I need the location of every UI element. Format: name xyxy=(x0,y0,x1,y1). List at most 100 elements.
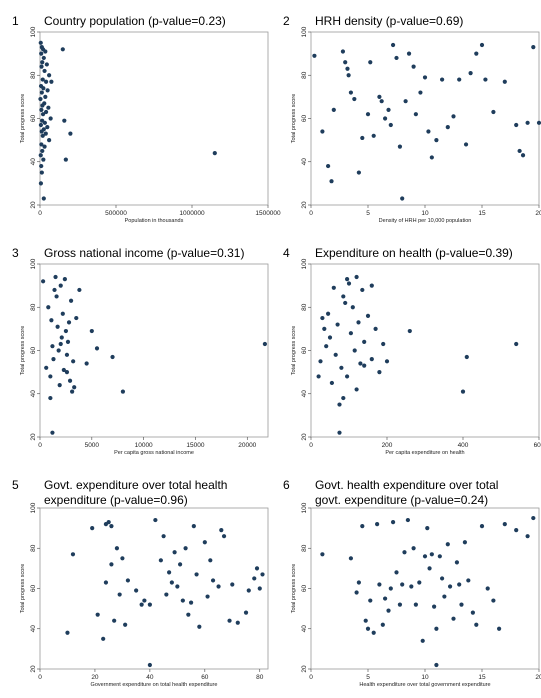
data-point xyxy=(460,389,466,394)
data-point xyxy=(74,315,79,321)
y-tick-label: 20 xyxy=(30,665,37,673)
data-point xyxy=(348,90,353,95)
x-tick-label: 10000 xyxy=(135,442,153,449)
data-point xyxy=(39,170,44,175)
data-point xyxy=(362,363,367,368)
data-point xyxy=(65,339,71,344)
data-point xyxy=(62,118,67,123)
data-point xyxy=(65,630,70,635)
data-point xyxy=(41,86,46,91)
data-point xyxy=(227,618,232,623)
y-tick-label: 100 xyxy=(301,502,308,513)
data-point xyxy=(43,79,49,84)
data-point xyxy=(322,326,327,331)
data-point xyxy=(445,125,450,130)
data-point xyxy=(517,148,522,154)
data-point xyxy=(463,142,469,147)
y-tick-label: 100 xyxy=(30,258,37,269)
data-point xyxy=(84,361,89,366)
x-tick-label: 20000 xyxy=(238,442,256,449)
data-point xyxy=(230,582,235,587)
data-point xyxy=(158,558,163,563)
x-tick-label: 0 xyxy=(309,210,313,217)
panel-number: 2 xyxy=(283,14,290,28)
data-point xyxy=(62,277,67,282)
data-point xyxy=(109,562,114,567)
x-tick-label: 0 xyxy=(38,442,42,449)
data-point xyxy=(417,580,422,585)
data-point xyxy=(63,328,69,334)
data-point xyxy=(109,524,114,529)
data-point xyxy=(60,311,65,316)
data-point xyxy=(483,77,488,82)
data-point xyxy=(380,622,385,627)
data-point xyxy=(531,45,536,50)
data-point xyxy=(329,380,334,386)
data-point xyxy=(172,550,177,555)
data-point xyxy=(337,430,342,435)
x-tick-label: 20 xyxy=(91,674,99,681)
y-tick-label: 20 xyxy=(301,201,308,209)
data-point xyxy=(426,129,431,134)
data-point xyxy=(345,66,350,71)
data-point xyxy=(400,582,405,587)
data-point xyxy=(260,572,265,577)
data-point xyxy=(326,163,331,169)
data-point xyxy=(365,626,371,631)
data-point xyxy=(38,153,43,158)
scatter-plot-3: 20 40 60 80 100 0 5000 10000 15000 20000 Per capit… xyxy=(20,258,269,456)
data-point xyxy=(354,387,359,392)
data-point xyxy=(63,157,68,162)
scatter-plot-6: 20 40 60 80 100 0 5 10 15 20 Health expenditure ov… xyxy=(291,502,541,688)
y-axis-label: Total progress score xyxy=(291,564,297,614)
data-point xyxy=(41,279,46,284)
data-point xyxy=(459,602,464,607)
data-point xyxy=(413,602,418,607)
panel-number: 4 xyxy=(283,246,290,260)
data-point xyxy=(52,287,57,293)
data-point xyxy=(451,114,456,119)
y-tick-label: 20 xyxy=(301,433,308,441)
data-point xyxy=(125,578,131,583)
data-point xyxy=(360,287,365,293)
data-point xyxy=(514,528,519,533)
data-point xyxy=(440,77,445,82)
data-point xyxy=(381,341,386,347)
y-tick-label: 20 xyxy=(30,433,37,441)
y-tick-label: 60 xyxy=(301,115,308,123)
data-point xyxy=(114,546,120,551)
y-tick-label: 80 xyxy=(301,544,308,552)
data-point xyxy=(101,636,106,641)
data-point xyxy=(445,542,450,547)
data-point xyxy=(345,374,350,379)
x-tick-label: 5 xyxy=(366,674,370,681)
panel-number: 1 xyxy=(12,14,19,28)
data-point xyxy=(383,596,388,601)
data-point xyxy=(38,181,44,186)
x-tick-label: 1000000 xyxy=(179,210,205,217)
x-tick-label: 80 xyxy=(256,674,264,681)
data-point xyxy=(318,359,323,364)
data-point xyxy=(502,522,507,527)
data-point xyxy=(41,196,46,201)
data-point xyxy=(386,107,391,112)
data-point xyxy=(67,378,73,383)
data-point xyxy=(341,395,346,401)
y-axis-label: Total progress score xyxy=(291,94,297,144)
data-point xyxy=(491,109,496,115)
x-tick-label: 200 xyxy=(382,442,393,449)
data-point xyxy=(514,341,519,347)
panel-number: 6 xyxy=(283,478,290,492)
plot-area xyxy=(310,263,540,438)
x-tick-label: 60 xyxy=(201,674,209,681)
data-point xyxy=(50,344,55,349)
data-point xyxy=(90,526,95,531)
x-axis-label: Density of HRH per 10,000 population xyxy=(379,218,472,224)
data-point xyxy=(202,540,207,545)
data-point xyxy=(362,339,367,344)
data-point xyxy=(49,318,54,323)
x-axis-label: Population in thousands xyxy=(125,218,184,224)
data-point xyxy=(66,320,72,325)
data-point xyxy=(352,96,357,102)
